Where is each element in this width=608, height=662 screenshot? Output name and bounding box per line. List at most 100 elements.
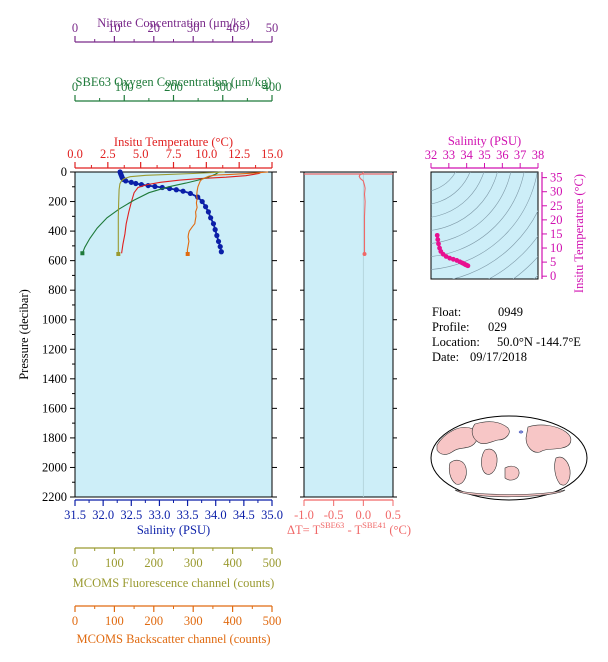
temperature-tick-label: 0.0 (67, 147, 83, 161)
pressure-tick-label: 800 (48, 283, 67, 297)
fluorescence-tick-label: 0 (72, 556, 78, 570)
salinity-point (187, 190, 193, 197)
temperature-tick-label: 10.0 (195, 147, 217, 161)
backscatter-tick-label: 200 (144, 614, 163, 628)
float-label: Float: (432, 305, 461, 319)
ts-salinity-tick-label: 33 (443, 148, 456, 162)
pressure-tick-label: 2200 (42, 490, 67, 504)
ts-salinity-axis-title: Salinity (PSU) (448, 134, 521, 148)
pressure-tick-label: 0 (61, 165, 67, 179)
float-value: 0949 (498, 305, 523, 319)
oxygen-axis-title: SBE63 Oxygen Concentration (μm/kg) (76, 75, 272, 89)
delta-t-plot-area (303, 171, 394, 498)
pressure-tick-label: 2000 (42, 460, 67, 474)
backscatter-tick-label: 0 (72, 614, 78, 628)
delta-t-series (358, 171, 367, 497)
salinity-point (173, 187, 179, 193)
temperature-tick-label: 7.5 (166, 147, 182, 161)
salinity-tick-label: 35.0 (261, 508, 283, 522)
main-plot-area (74, 171, 273, 498)
temperature-tick-label: 12.5 (228, 147, 250, 161)
temperature-tick-label: 15.0 (261, 147, 283, 161)
salinity-point (210, 221, 217, 227)
ts-temperature-tick-label: 10 (550, 241, 563, 255)
float-location-marker: * (518, 428, 524, 440)
salinity-tick-label: 34.5 (233, 508, 255, 522)
backscatter-tick-label: 400 (223, 614, 242, 628)
fluorescence-axis-title: MCOMS Fluorescence channel (counts) (73, 576, 275, 590)
backscatter-tick-label: 300 (184, 614, 203, 628)
fluorescence-profile-line (117, 171, 225, 254)
nitrate-tick-label: 20 (148, 21, 161, 35)
pressure-tick-label: 1800 (42, 431, 67, 445)
oxygen-tick-label: 400 (263, 80, 282, 94)
ts-salinity-tick-label: 37 (514, 148, 527, 162)
ts-temperature-tick-label: 30 (550, 185, 563, 199)
salinity-point (214, 232, 220, 239)
delta-t-axis-label: ΔT= TSBE63 - TSBE41 (°C) (287, 520, 411, 537)
nitrate-tick-label: 10 (108, 21, 121, 35)
salinity-point (217, 244, 223, 250)
fluorescence-tick-label: 200 (144, 556, 163, 570)
ts-axes: 32 33 34 35 36 37 38 Salinity (PSU) 051015202530… (425, 134, 586, 293)
salinity-tick-label: 32.0 (92, 508, 114, 522)
nitrate-axis-title: Nitrate Concentration (μm/kg) (97, 16, 250, 30)
pressure-tick-label: 1400 (42, 372, 67, 386)
ts-point (436, 241, 441, 247)
ts-temperature-tick-label: 35 (550, 171, 563, 185)
salinity-point (123, 178, 129, 184)
salinity-point (212, 227, 218, 233)
temperature-axis-title: Insitu Temperature (°C) (114, 135, 233, 149)
pressure-tick-label: 1000 (42, 313, 67, 327)
ts-temperature-tick-label: 15 (550, 227, 563, 241)
pressure-axis-title: Pressure (decibar) (17, 289, 31, 380)
delta-t-line (358, 171, 366, 254)
nitrate-tick-label: 30 (187, 21, 200, 35)
location-value: 50.0°N -144.7°E (497, 335, 581, 349)
ts-temperature-tick-label: 25 (550, 199, 563, 213)
temperature-profile-line (121, 171, 262, 254)
delta-t-tick-label: -0.5 (324, 508, 344, 522)
salinity-point (199, 198, 205, 205)
profile-label: Profile: (432, 320, 470, 334)
pressure-tick-label: 400 (48, 224, 67, 238)
nitrate-tick-label: 40 (226, 21, 239, 35)
ts-point (443, 254, 449, 259)
oxygen-tick-label: 300 (213, 80, 232, 94)
pressure-tick-label: 200 (48, 195, 67, 209)
pressure-tick-label: 1200 (42, 342, 67, 356)
fluorescence-tick-label: 300 (184, 556, 203, 570)
backscatter-tick-label: 100 (105, 614, 124, 628)
fluorescence-tick-label: 500 (263, 556, 282, 570)
nitrate-tick-label: 0 (72, 21, 78, 35)
fluorescence-tick-label: 100 (105, 556, 124, 570)
salinity-point (195, 194, 201, 200)
pressure-tick-label: 600 (48, 254, 67, 268)
salinity-tick-label: 33.0 (148, 508, 170, 522)
salinity-point (208, 215, 214, 221)
temperature-tick-label: 5.0 (133, 147, 149, 161)
ts-density-contours (431, 172, 538, 279)
main-axes: 0 10 20 30 40 50 Nitrate Concentration (μm/kg)… (17, 16, 283, 646)
delta-t-end-marker (362, 251, 367, 256)
profile-value: 029 (488, 320, 507, 334)
ts-temperature-tick-label: 0 (550, 269, 556, 283)
fluorescence-end-marker (116, 251, 121, 256)
ts-salinity-tick-label: 32 (425, 148, 438, 162)
ts-temperature-tick-label: 5 (550, 255, 556, 269)
backscatter-tick-label: 500 (263, 614, 282, 628)
salinity-tick-label: 34.0 (205, 508, 227, 522)
ts-temperature-axis-title: Insitu Temperature (°C) (572, 174, 586, 293)
oxygen-tick-label: 100 (115, 80, 134, 94)
salinity-tick-label: 32.5 (120, 508, 142, 522)
ts-temperature-tick-label: 20 (550, 213, 563, 227)
salinity-point (205, 209, 211, 215)
pressure-tick-label: 1600 (42, 401, 67, 415)
location-label: Location: (432, 335, 480, 349)
temperature-tick-label: 2.5 (100, 147, 116, 161)
date-label: Date: (432, 350, 459, 364)
main-profile-series (80, 169, 269, 256)
salinity-tick-label: 33.5 (177, 508, 199, 522)
salinity-point (215, 238, 222, 245)
salinity-point (133, 180, 139, 187)
